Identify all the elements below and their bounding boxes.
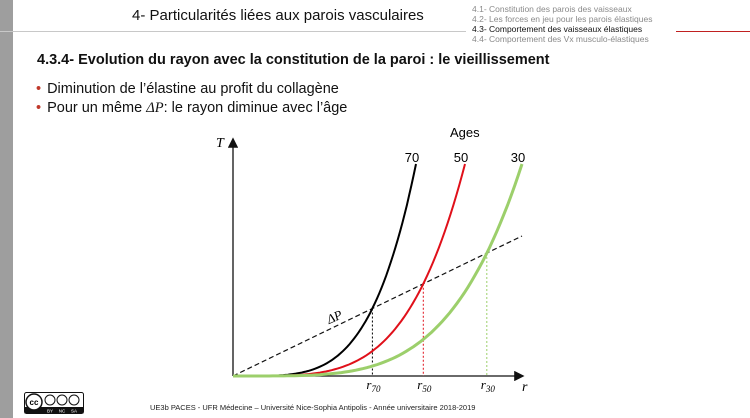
nav-item-4-4[interactable]: 4.4- Comportement des Vx musculo-élastiq… <box>472 34 649 44</box>
bullet-text-suffix: : le rayon diminue avec l’âge <box>163 100 348 116</box>
bullet-item: • Pour un même ΔP: le rayon diminue avec … <box>36 99 347 118</box>
delta-p-line <box>232 235 523 377</box>
bullet-list: • Diminution de l’élastine au profit du c… <box>36 80 347 118</box>
header-title: 4- Particularités liées aux parois vascu… <box>132 7 424 24</box>
age-label-70: 70 <box>405 150 419 165</box>
curve-age-30 <box>233 163 524 378</box>
x-axis-label: r <box>522 380 528 395</box>
sa-icon <box>68 394 80 406</box>
bullet-marker: • <box>36 100 42 116</box>
section-title: 4.3.4- Evolution du rayon avec la consti… <box>37 52 550 68</box>
radius-label-70: r70 <box>366 377 381 394</box>
delta-p-label: ΔP <box>323 307 344 327</box>
delta-p-symbol: ΔP <box>146 100 164 116</box>
radius-label-30: r30 <box>481 377 496 394</box>
cc-icon <box>25 393 43 411</box>
nav-item-4-3[interactable]: 4.3- Comportement des vaisseaux élastiqu… <box>472 24 643 34</box>
nav-item-4-1[interactable]: 4.1- Constitution des parois des vaissea… <box>472 4 632 14</box>
radius-label-50: r50 <box>417 377 432 394</box>
legend-title: Ages <box>450 125 480 140</box>
nc-icon <box>56 394 68 406</box>
bullet-item: • Diminution de l’élastine au profit du c… <box>36 80 347 99</box>
age-label-30: 30 <box>511 150 525 165</box>
curves-group: 70 r70 50 r50 30 r30 <box>233 150 525 394</box>
bullet-text: Diminution de l’élastine au profit du co… <box>47 81 339 97</box>
svg-text:cc: cc <box>30 398 39 407</box>
section-nav: 4.1- Constitution des parois des vaissea… <box>472 4 653 44</box>
age-label-50: 50 <box>454 150 468 165</box>
header-divider-accent <box>676 31 750 32</box>
bullet-marker: • <box>36 81 42 97</box>
license-nc: NC <box>59 409 66 414</box>
header-divider <box>0 31 466 32</box>
license-by: BY <box>47 409 53 414</box>
y-axis-label: T <box>216 136 225 151</box>
by-icon <box>44 394 56 406</box>
license-badge: cc BY NC SA <box>24 392 84 414</box>
nav-item-4-2[interactable]: 4.2- Les forces en jeu pour les parois é… <box>472 14 653 24</box>
left-accent-bar <box>0 0 13 418</box>
license-sa: SA <box>71 409 77 414</box>
bullet-text-prefix: Pour un même <box>47 100 147 116</box>
curve-age-70 <box>233 163 417 377</box>
footer-text: UE3b PACES - UFR Médecine – Université N… <box>150 403 476 412</box>
